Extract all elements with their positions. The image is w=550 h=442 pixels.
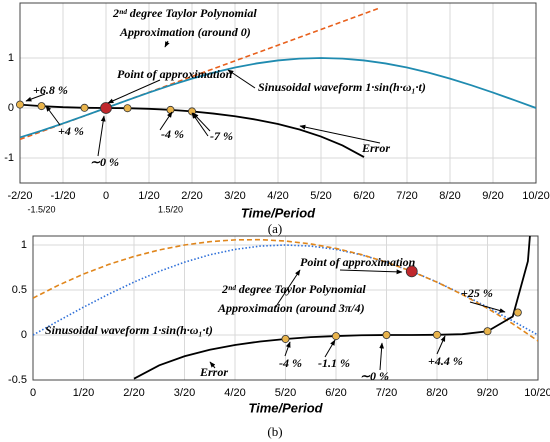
annotation: +4.4 % [428,354,463,368]
annotation: +6.8 % [33,83,68,97]
annotation-arrow [274,269,301,309]
x-tick-label: 2/20 [181,190,202,202]
chart: 0 1/20 2/20 3/20 4/20 5/20 6/20 7/20 8/20 9/20 10/… [8,235,550,439]
annotation-arrow [209,361,216,369]
x-tick-label: 8/20 [439,190,460,202]
point-marker [281,334,290,343]
approximation-point [405,265,418,278]
caption: (a) [268,221,282,236]
annotation-arrow [107,79,161,104]
point-marker [382,330,391,339]
minor-tick-label: -1.5/20 [27,204,55,214]
x-tick-label: -2/20 [7,190,32,202]
annotation: Approximation (around 3π/4) [217,301,365,315]
annotation-arrow [469,301,506,313]
y-tick-label: 0 [8,102,14,114]
annotation: ∼0 % [360,369,389,383]
chart: -2/20 -1/20 0 1/20 2/20 3/20 4/20 5/20 6/20 7/20 8… [4,2,550,236]
point-marker [15,100,24,109]
y-tick-label: -0.5 [8,374,27,386]
x-tick-label: 7/20 [376,387,397,399]
x-tick-label: -1/20 [50,190,75,202]
annotation-arrow [97,115,106,157]
x-tick-label: 5/20 [275,387,296,399]
point-marker [432,330,441,339]
annotation: +4 % [58,124,84,138]
annotation-arrow [227,69,256,89]
point-marker [166,105,175,114]
x-tick-label: 9/20 [477,387,498,399]
annotation: -1.1 % [318,356,350,370]
y-tick-label: 0 [21,329,27,341]
point-marker [483,327,492,336]
annotation-arrow [159,111,173,131]
caption: (b) [267,424,282,439]
x-tick-label: 9/20 [482,190,503,202]
annotation-arrow [25,93,46,102]
x-tick-label: 10/20 [524,387,550,399]
annotation: Point of approximation [300,255,416,269]
y-tick-label: 1 [8,52,14,64]
x-tick-label: 10/20 [522,190,550,202]
x-tick-label: 1/20 [73,387,94,399]
y-tick-label: 0.5 [12,284,27,296]
x-tick-label: 1/20 [138,190,159,202]
x-tick-label: 6/20 [325,387,346,399]
annotation: 2ⁿᵈ degree Taylor Polynomial [221,282,366,296]
series-line [33,244,538,336]
x-tick-label: 3/20 [224,190,245,202]
point-marker [513,308,522,317]
x-tick-label: 0 [103,190,109,202]
x-tick-label: 0 [30,387,36,399]
annotation-arrow [192,112,211,132]
x-axis-label: Time/Period [241,205,316,220]
minor-tick-label: 1.5/20 [158,204,183,214]
annotation: Sinusoidal waveform 1·sin(h·ω₁·t) [258,80,426,94]
x-axis-label: Time/Period [248,400,323,415]
plot-clip [33,236,538,380]
x-tick-label: 6/20 [353,190,374,202]
annotation: 2ⁿᵈ degree Taylor Polynomial [112,6,257,20]
annotation: Error [199,365,228,379]
plot-frame [19,2,537,184]
annotation: Error [361,141,390,155]
annotation-arrow [299,124,381,144]
y-tick-label: 1 [21,239,27,251]
point-marker [37,102,46,111]
x-tick-label: 3/20 [174,387,195,399]
plot-frame [32,235,539,381]
annotation: -7 % [210,129,233,143]
x-tick-label: 8/20 [426,387,447,399]
x-tick-label: 5/20 [310,190,331,202]
series-line [133,236,531,380]
point-marker [80,103,89,112]
x-tick-label: 2/20 [123,387,144,399]
annotation-arrow [284,341,291,357]
annotation-arrow [45,105,61,126]
y-tick-label: -1 [4,152,14,164]
x-tick-label: 4/20 [224,387,245,399]
annotation: -4 % [279,356,302,370]
annotation: -4 % [161,127,184,141]
annotation: Point of approximation [117,67,233,81]
approximation-point [100,102,112,114]
series-line [33,238,538,342]
annotation: Sinusoidal waveform 1·sin(h·ω₁·t) [45,323,213,337]
annotation-arrow [339,269,403,275]
annotation-arrow [324,339,336,358]
point-marker [331,332,340,341]
annotation-arrow [436,335,446,355]
x-tick-label: 4/20 [267,190,288,202]
annotation-arrow [164,40,170,48]
point-marker [123,104,132,113]
x-tick-label: 7/20 [396,190,417,202]
annotation: Approximation (around 0) [119,25,251,39]
annotation: ∼0 % [90,155,119,169]
annotation-arrow [379,342,384,371]
annotation: +25 % [461,286,493,300]
